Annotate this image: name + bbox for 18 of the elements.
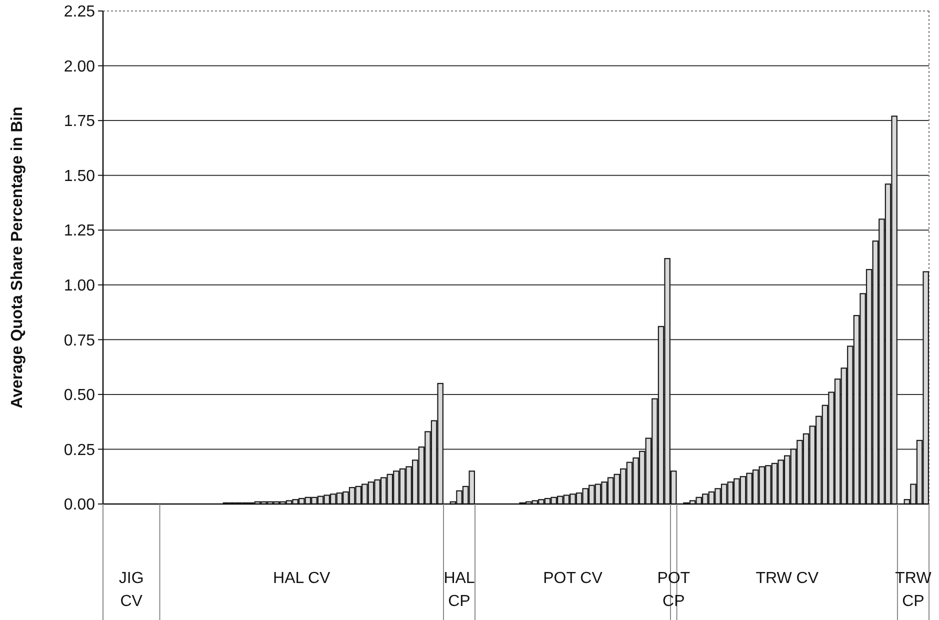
x-tick-label: JIG CV — [118, 570, 144, 610]
x-tick-label: HAL CP — [444, 570, 475, 610]
y-tick-label: 1.00 — [64, 277, 96, 294]
y-tick-label: 1.50 — [64, 168, 96, 185]
x-tick-label: TRW CV — [756, 570, 819, 587]
y-axis-title: Average Quota Share Percentage in Bin — [9, 106, 26, 408]
y-tick-label: 0.50 — [64, 387, 96, 404]
y-tick-label: 1.75 — [64, 113, 96, 130]
y-tick-label: 2.25 — [64, 4, 96, 21]
y-tick-label: 0.00 — [64, 496, 96, 514]
y-tick-label: 1.25 — [64, 222, 96, 240]
x-tick-label: HAL CV — [273, 570, 331, 587]
y-tick-label: 2.00 — [64, 58, 96, 76]
y-tick-label: 0.75 — [64, 332, 96, 350]
x-tick-label: POT CV — [543, 570, 603, 587]
x-tick-label: TRW CP — [895, 570, 932, 610]
y-tick-label: 0.25 — [64, 442, 96, 459]
x-tick-label: POT CP — [657, 570, 690, 610]
